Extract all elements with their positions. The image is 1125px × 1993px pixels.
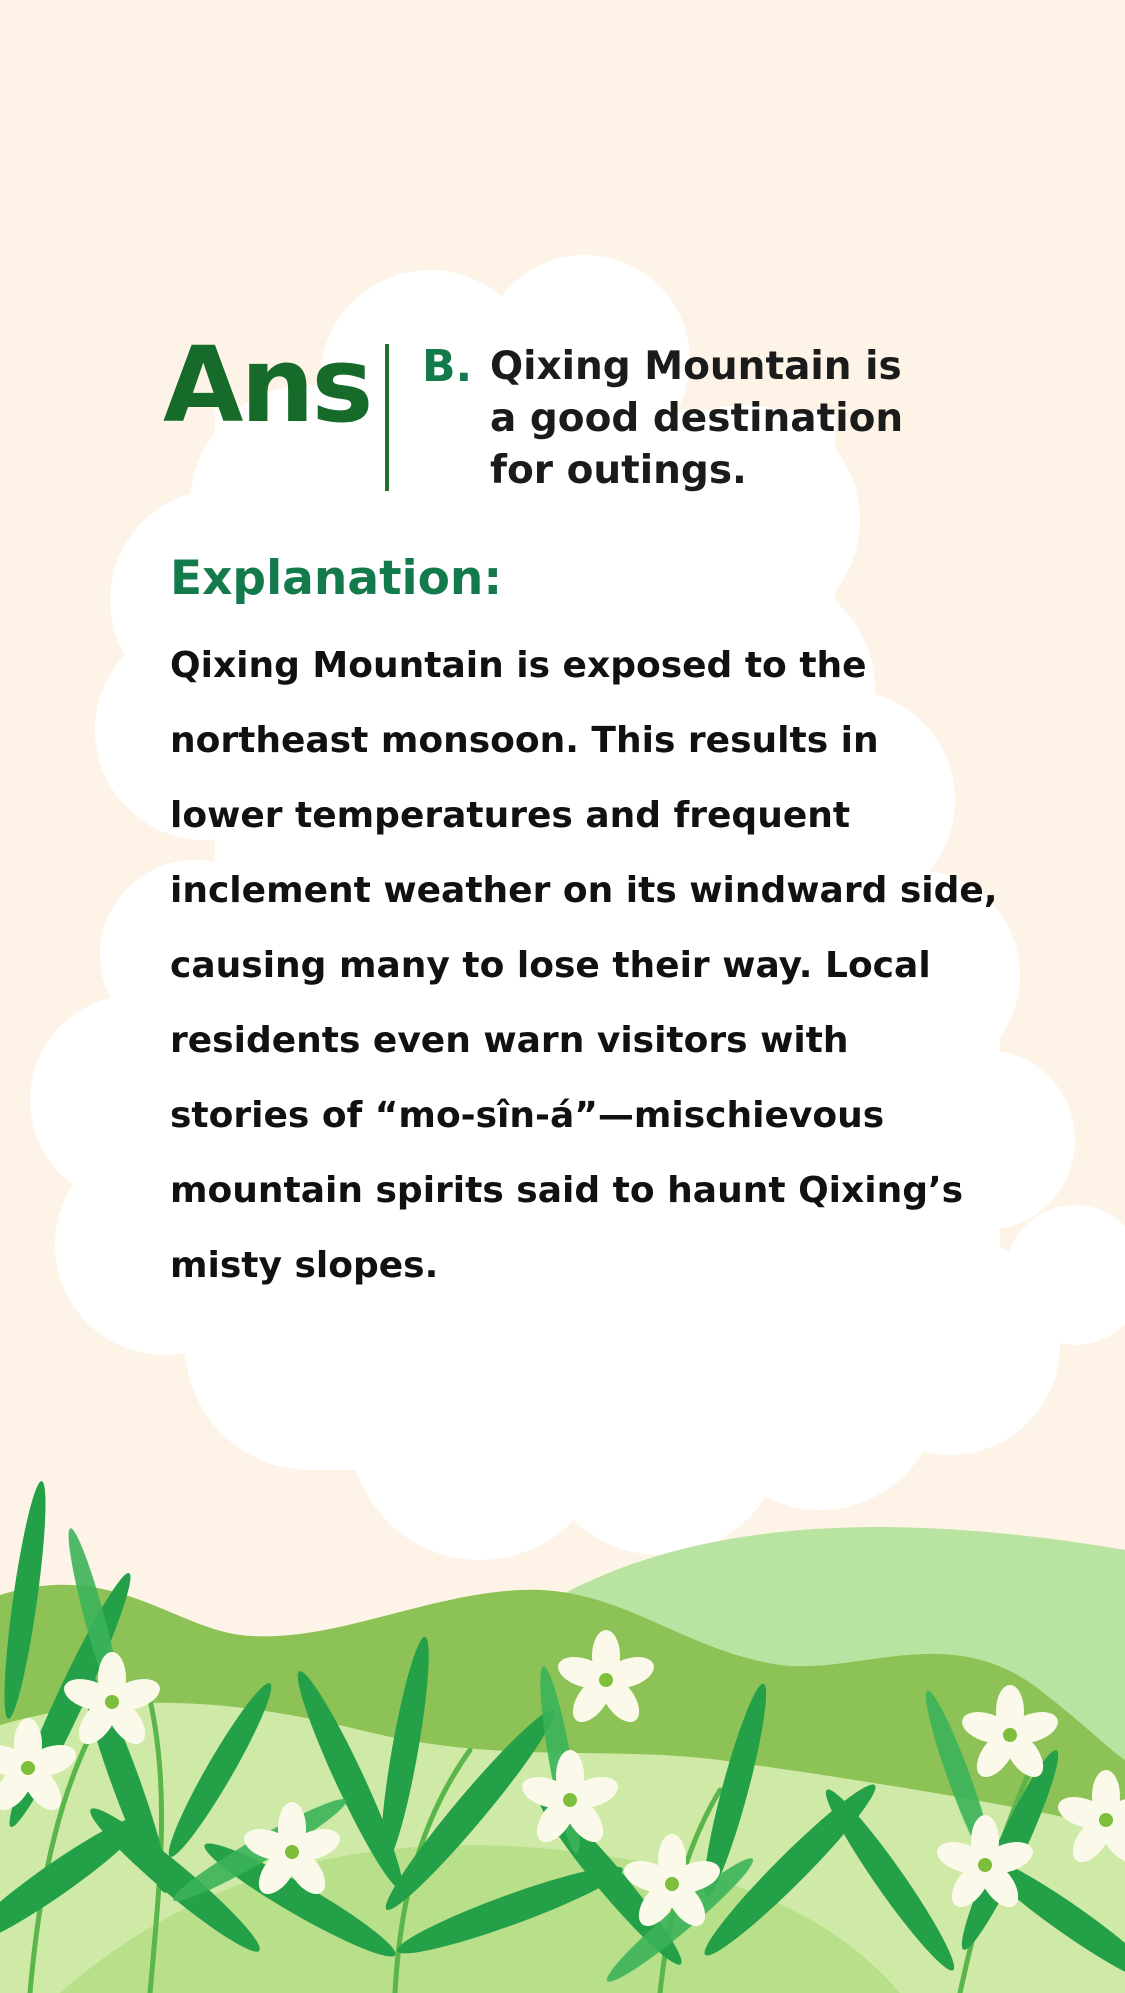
ans-label: Ans (163, 324, 373, 446)
choice-letter: B. (422, 341, 473, 392)
explanation-body: Qixing Mountain is exposed to the northe… (170, 645, 998, 1286)
choice-text: Qixing Mountain is a good destination fo… (490, 344, 904, 493)
ans-divider (385, 344, 389, 491)
cloud-shape (30, 255, 1125, 1560)
explanation-heading: Explanation: (170, 551, 503, 606)
